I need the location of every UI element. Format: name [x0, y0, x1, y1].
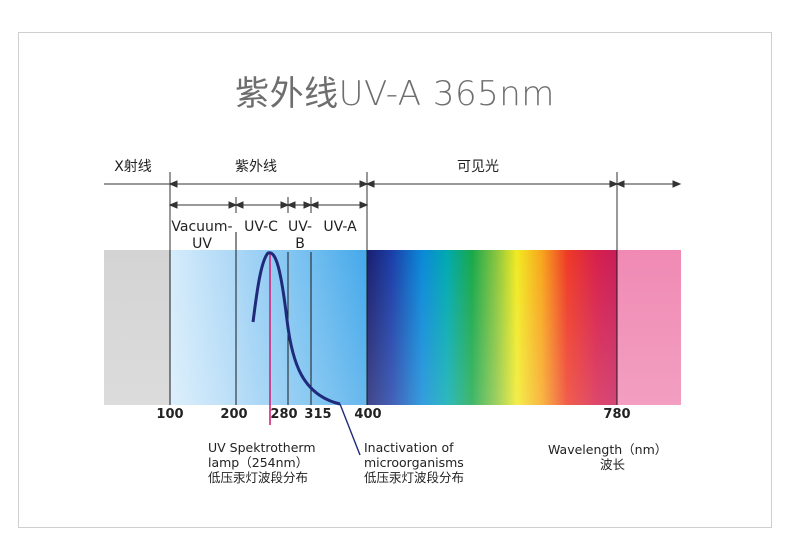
content-frame	[18, 32, 772, 528]
uva-label: UV-A	[323, 219, 357, 235]
lamp-annotation: UV Spektrotherm lamp（254nm） 低压汞灯波段分布	[208, 440, 316, 485]
inactivation-annotation-line3: 低压汞灯波段分布	[364, 470, 465, 485]
wavelength-annotation-line1: Wavelength（nm）	[548, 442, 668, 457]
region-arrows	[104, 172, 682, 250]
inactivation-annotation-line2: microorganisms	[364, 455, 464, 470]
band-arrows	[168, 196, 369, 250]
visible-light-label: 可见光	[457, 159, 499, 175]
tick-label-315: 315	[304, 407, 331, 422]
xray-label: X射线	[114, 159, 152, 175]
tick-label-200: 200	[220, 407, 247, 422]
lamp-annotation-line3: 低压汞灯波段分布	[208, 470, 309, 485]
uvc-label: UV-C	[244, 219, 278, 235]
lamp-annotation-line1: UV Spektrotherm	[208, 440, 316, 455]
wavelength-annotation: Wavelength（nm） 波长	[548, 442, 667, 472]
lamp-annotation-line2: lamp（254nm）	[208, 455, 309, 470]
inactivation-pointer	[339, 403, 361, 456]
germicidal-curve	[251, 251, 341, 406]
tick-label-280: 280	[270, 407, 297, 422]
wavelength-annotation-line2: 波长	[600, 457, 626, 472]
uvb-label-line2: B	[295, 236, 305, 252]
vacuum-uv-label-line2: UV	[192, 236, 212, 252]
inactivation-annotation: Inactivation of microorganisms 低压汞灯波段分布	[364, 440, 464, 485]
tick-label-400: 400	[354, 407, 381, 422]
band-dividers	[169, 232, 618, 405]
tick-label-780: 780	[603, 407, 630, 422]
tick-label-100: 100	[156, 407, 183, 422]
page-title: 紫外线UV-A 365nm	[235, 74, 555, 114]
inactivation-annotation-line1: Inactivation of	[364, 440, 454, 455]
vacuum-uv-label-line1: Vacuum-	[171, 219, 232, 235]
uvb-label-line1: UV-	[288, 219, 312, 235]
uv-label: 紫外线	[235, 159, 277, 175]
